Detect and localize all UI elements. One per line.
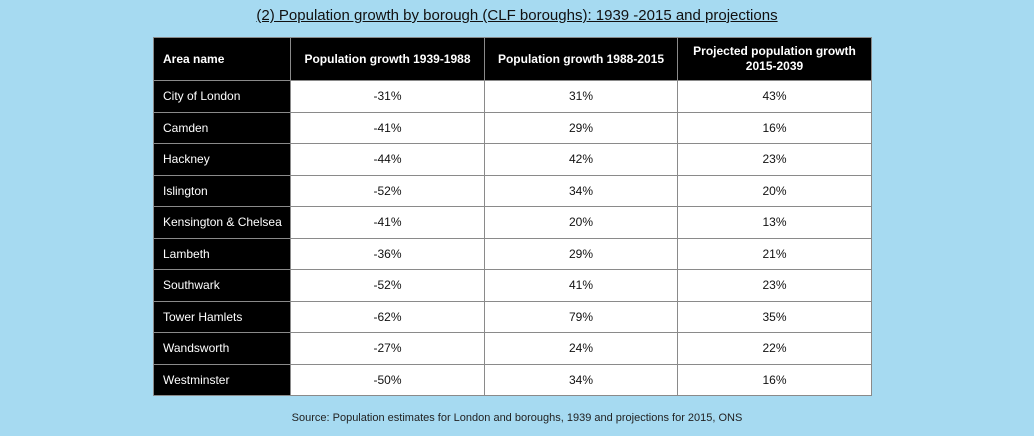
growth-1988-2015-cell: 31%: [484, 80, 678, 113]
header-growth-1988-2015: Population growth 1988-2015: [484, 37, 678, 81]
growth-1939-1988-cell: -52%: [290, 269, 485, 302]
table-row: Camden -41% 29% 16%: [153, 111, 872, 144]
projected-growth-cell: 22%: [677, 332, 872, 365]
table-row: City of London -31% 31% 43%: [153, 80, 872, 113]
table-body: City of London -31% 31% 43% Camden -41% …: [153, 80, 872, 396]
growth-1939-1988-cell: -52%: [290, 174, 485, 207]
growth-1988-2015-cell: 29%: [484, 111, 678, 144]
table-row: Kensington & Chelsea -41% 20% 13%: [153, 206, 872, 239]
header-row: Area name Population growth 1939-1988 Po…: [153, 37, 872, 81]
projected-growth-cell: 21%: [677, 237, 872, 270]
table-header: Area name Population growth 1939-1988 Po…: [153, 37, 872, 81]
growth-1939-1988-cell: -44%: [290, 143, 485, 176]
area-name-cell: Camden: [153, 111, 291, 144]
growth-1939-1988-cell: -41%: [290, 111, 485, 144]
header-projected-growth-2015-2039: Projected population growth 2015-2039: [677, 37, 872, 81]
projected-growth-cell: 43%: [677, 80, 872, 113]
growth-1939-1988-cell: -50%: [290, 363, 485, 396]
projected-growth-cell: 23%: [677, 269, 872, 302]
table-row: Hackney -44% 42% 23%: [153, 143, 872, 176]
growth-1988-2015-cell: 29%: [484, 237, 678, 270]
growth-1988-2015-cell: 79%: [484, 300, 678, 333]
area-name-cell: Islington: [153, 174, 291, 207]
growth-1988-2015-cell: 42%: [484, 143, 678, 176]
table-row: Lambeth -36% 29% 21%: [153, 237, 872, 270]
growth-1939-1988-cell: -31%: [290, 80, 485, 113]
projected-growth-cell: 20%: [677, 174, 872, 207]
area-name-cell: Wandsworth: [153, 332, 291, 365]
table-row: Tower Hamlets -62% 79% 35%: [153, 300, 872, 333]
population-growth-table: Area name Population growth 1939-1988 Po…: [153, 37, 872, 396]
area-name-cell: Westminster: [153, 363, 291, 396]
source-note: Source: Population estimates for London …: [291, 412, 743, 424]
growth-1939-1988-cell: -41%: [290, 206, 485, 239]
area-name-cell: Lambeth: [153, 237, 291, 270]
projected-growth-cell: 16%: [677, 363, 872, 396]
area-name-cell: Southwark: [153, 269, 291, 302]
projected-growth-cell: 13%: [677, 206, 872, 239]
growth-1988-2015-cell: 34%: [484, 174, 678, 207]
projected-growth-cell: 35%: [677, 300, 872, 333]
growth-1988-2015-cell: 24%: [484, 332, 678, 365]
area-name-cell: Kensington & Chelsea: [153, 206, 291, 239]
growth-1939-1988-cell: -62%: [290, 300, 485, 333]
area-name-cell: Hackney: [153, 143, 291, 176]
table-row: Wandsworth -27% 24% 22%: [153, 332, 872, 365]
table-row: Westminster -50% 34% 16%: [153, 363, 872, 396]
area-name-cell: Tower Hamlets: [153, 300, 291, 333]
projected-growth-cell: 16%: [677, 111, 872, 144]
table-title: (2) Population growth by borough (CLF bo…: [256, 7, 778, 24]
area-name-cell: City of London: [153, 80, 291, 113]
growth-1988-2015-cell: 41%: [484, 269, 678, 302]
projected-growth-cell: 23%: [677, 143, 872, 176]
table-row: Islington -52% 34% 20%: [153, 174, 872, 207]
growth-1988-2015-cell: 20%: [484, 206, 678, 239]
growth-1988-2015-cell: 34%: [484, 363, 678, 396]
growth-1939-1988-cell: -36%: [290, 237, 485, 270]
growth-1939-1988-cell: -27%: [290, 332, 485, 365]
header-growth-1939-1988: Population growth 1939-1988: [290, 37, 485, 81]
header-area-name: Area name: [153, 37, 291, 81]
table-row: Southwark -52% 41% 23%: [153, 269, 872, 302]
